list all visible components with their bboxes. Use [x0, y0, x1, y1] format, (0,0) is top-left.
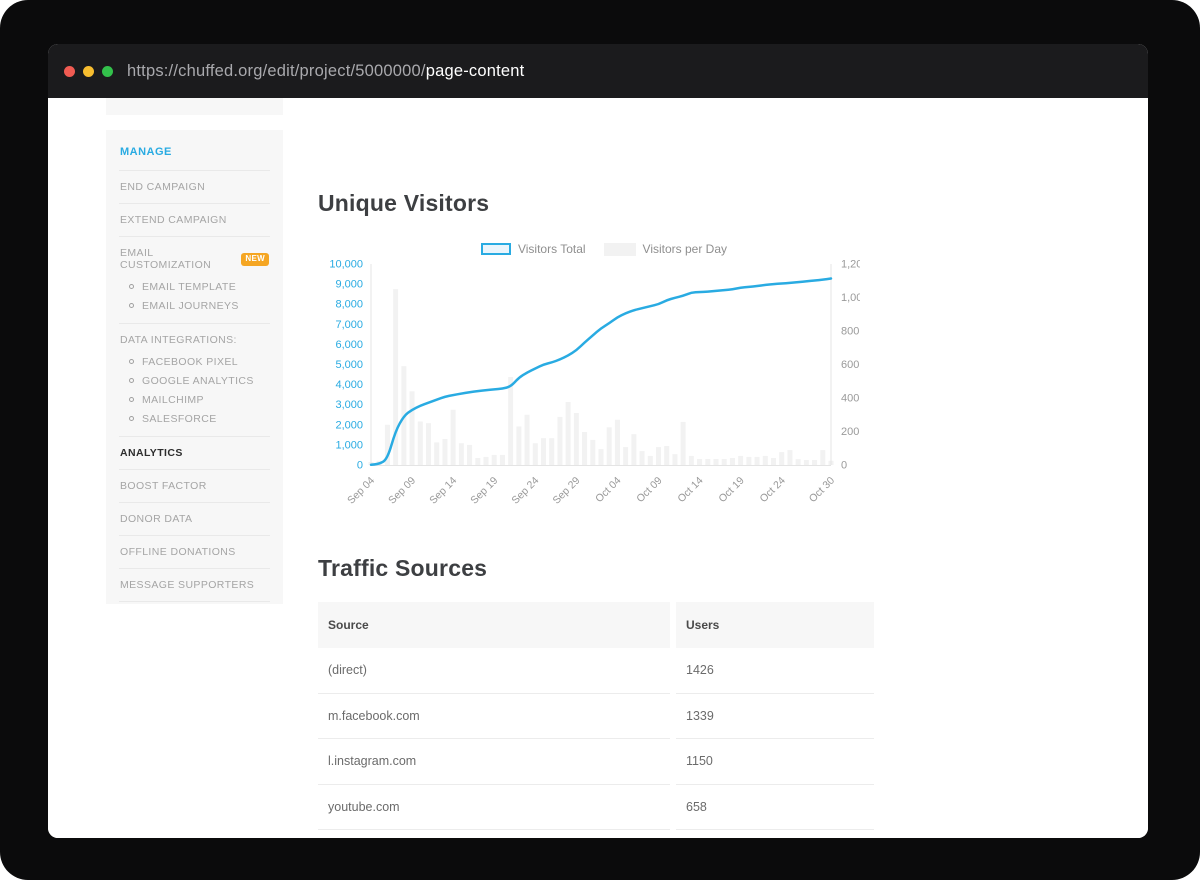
svg-text:Oct 24: Oct 24: [757, 475, 787, 505]
sidebar-item-offline-donations[interactable]: OFFLINE DONATIONS: [120, 546, 236, 558]
sidebar-item-google-analytics[interactable]: GOOGLE ANALYTICS: [129, 371, 269, 390]
column-header-source: Source: [318, 602, 670, 648]
sidebar-item-email-journeys[interactable]: EMAIL JOURNEYS: [129, 296, 269, 315]
bullet-icon: [129, 359, 134, 364]
close-window-button[interactable]: [64, 65, 75, 77]
svg-text:5,000: 5,000: [335, 359, 363, 371]
sidebar-item-salesforce[interactable]: SALESFORCE: [129, 409, 269, 428]
bullet-icon: [129, 378, 134, 383]
svg-text:Oct 19: Oct 19: [716, 475, 746, 505]
sidebar-item-extend-campaign[interactable]: EXTEND CAMPAIGN: [120, 214, 227, 226]
table-cell-source: l.instagram.com: [318, 739, 670, 785]
table-cell-users: 658: [676, 784, 874, 830]
minimize-window-button[interactable]: [83, 65, 94, 77]
traffic-sources-heading: Traffic Sources: [318, 555, 488, 581]
table-cell-source: youtube.com: [318, 784, 670, 830]
svg-text:Sep 24: Sep 24: [509, 475, 541, 507]
svg-text:Sep 09: Sep 09: [386, 475, 418, 507]
sidebar-item-email-customization[interactable]: EMAIL CUSTOMIZATION NEW: [120, 245, 269, 273]
bullet-icon: [129, 284, 134, 289]
sidebar-item-analytics[interactable]: ANALYTICS: [120, 447, 183, 459]
sidebar-item-facebook-pixel[interactable]: FACEBOOK PIXEL: [129, 352, 269, 371]
sidebar-item-email-template[interactable]: EMAIL TEMPLATE: [129, 277, 269, 296]
sidebar-item-donor-data[interactable]: DONOR DATA: [120, 513, 193, 525]
sidebar-item-end-campaign[interactable]: END CAMPAIGN: [120, 181, 206, 193]
table-cell-users: 1339: [676, 693, 874, 739]
table-cell-source: (direct): [318, 648, 670, 694]
svg-text:6,000: 6,000: [335, 339, 363, 351]
svg-text:Oct 04: Oct 04: [593, 475, 623, 505]
svg-text:Sep 29: Sep 29: [550, 475, 582, 507]
url-prefix: https://chuffed.org/edit/project/5000000…: [127, 61, 426, 80]
svg-text:1,000: 1,000: [335, 439, 363, 451]
bullet-icon: [129, 397, 134, 402]
svg-text:800: 800: [841, 326, 859, 338]
svg-text:Sep 04: Sep 04: [345, 475, 377, 507]
address-bar[interactable]: https://chuffed.org/edit/project/5000000…: [127, 62, 524, 81]
svg-text:Sep 19: Sep 19: [468, 475, 500, 507]
svg-text:1,000: 1,000: [841, 292, 860, 304]
svg-text:Sep 14: Sep 14: [427, 475, 459, 507]
bullet-icon: [129, 416, 134, 421]
svg-text:3,000: 3,000: [335, 399, 363, 411]
visitors-chart-canvas: 0 1,000 2,000 3,000 4,000 5,000 6,000 7,000 8,00…: [329, 259, 860, 507]
window-controls: [64, 65, 113, 77]
visitors-chart: Visitors Total Visitors per Day 0 1,000 2,…: [318, 238, 860, 524]
svg-text:10,000: 10,000: [329, 259, 363, 271]
traffic-sources-table: Source Users (direct) 1426 m.facebook.co…: [318, 602, 874, 830]
svg-text:9,000: 9,000: [335, 279, 363, 291]
svg-text:2,000: 2,000: [335, 419, 363, 431]
browser-window: https://chuffed.org/edit/project/5000000…: [48, 44, 1148, 838]
svg-text:Oct 30: Oct 30: [807, 475, 837, 505]
sidebar-clipped-block: [106, 98, 283, 115]
table-cell-users: 1426: [676, 648, 874, 694]
chart-legend: Visitors Total Visitors per Day: [348, 242, 860, 256]
sidebar-item-boost-factor[interactable]: BOOST FACTOR: [120, 480, 207, 492]
sidebar-section-manage: MANAGE: [120, 146, 172, 158]
svg-text:Oct 14: Oct 14: [675, 475, 705, 505]
svg-text:200: 200: [841, 426, 859, 438]
svg-text:4,000: 4,000: [335, 379, 363, 391]
browser-titlebar: https://chuffed.org/edit/project/5000000…: [48, 44, 1148, 98]
legend-visitors-per-day: Visitors per Day: [603, 242, 727, 256]
svg-text:7,000: 7,000: [335, 319, 363, 331]
page-content: MANAGE END CAMPAIGN EXTEND CAMPAIGN EMAI…: [48, 98, 1148, 838]
sidebar-item-mailchimp[interactable]: MAILCHIMP: [129, 390, 269, 409]
legend-visitors-total: Visitors Total: [480, 242, 586, 256]
sidebar-item-message-supporters[interactable]: MESSAGE SUPPORTERS: [120, 579, 255, 591]
zoom-window-button[interactable]: [102, 65, 113, 77]
visitors-total-swatch-icon: [480, 243, 511, 255]
svg-text:400: 400: [841, 393, 859, 405]
svg-text:8,000: 8,000: [335, 299, 363, 311]
visitors-per-day-swatch-icon: [603, 242, 636, 256]
new-badge: NEW: [241, 252, 269, 266]
svg-text:Oct 09: Oct 09: [634, 475, 664, 505]
url-page-segment: page-content: [425, 61, 525, 80]
svg-text:0: 0: [357, 460, 363, 472]
column-header-users: Users: [676, 602, 874, 648]
sidebar-item-data-integrations: DATA INTEGRATIONS:: [120, 334, 237, 346]
svg-text:600: 600: [841, 359, 859, 371]
table-cell-source: m.facebook.com: [318, 693, 670, 739]
bullet-icon: [129, 303, 134, 308]
manage-menu: MANAGE END CAMPAIGN EXTEND CAMPAIGN EMAI…: [106, 130, 283, 604]
table-cell-users: 1150: [676, 739, 874, 785]
svg-text:1,200: 1,200: [841, 259, 860, 271]
sidebar: MANAGE END CAMPAIGN EXTEND CAMPAIGN EMAI…: [106, 98, 283, 604]
unique-visitors-heading: Unique Visitors: [318, 190, 490, 216]
svg-text:0: 0: [841, 460, 847, 472]
